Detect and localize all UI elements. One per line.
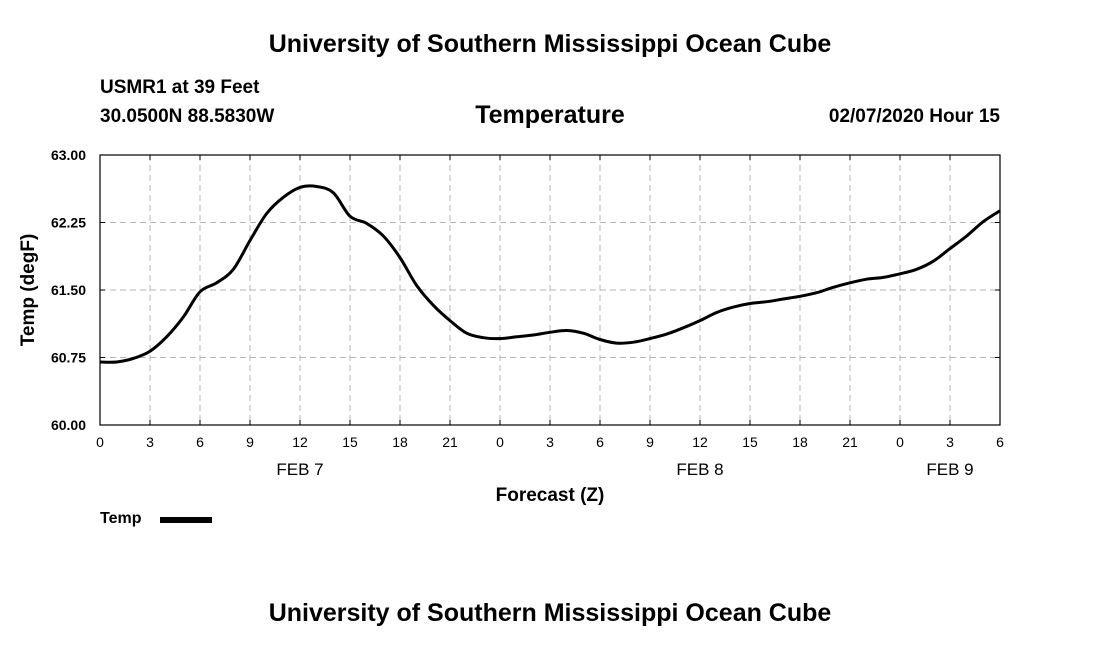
variable-title-text: Temperature (475, 101, 625, 129)
day-label: FEB 8 (676, 460, 723, 479)
footer-title: University of Southern Mississippi Ocean… (268, 599, 832, 627)
x-tick-label: 12 (692, 434, 708, 450)
legend-label: Temp (100, 510, 142, 527)
datetime-label: 02/07/2020 Hour 15 (828, 106, 1000, 127)
label-layer: 0 3 6 9 12 15 18 21 0 3 6 9 12 15 18 21 0 3 6 60.00 60.75 61.… (18, 147, 1004, 506)
x-tick-label: 21 (842, 434, 858, 450)
legend-swatch (160, 517, 212, 523)
chart-title: University of Southern Mississippi Ocean… (268, 30, 832, 58)
x-tick-label: 6 (596, 434, 604, 450)
x-tick-label: 21 (442, 434, 458, 450)
x-tick-label: 3 (946, 434, 954, 450)
y-tick-label: 60.00 (51, 417, 86, 433)
x-tick-label: 15 (742, 434, 758, 450)
x-axis-label: Forecast (Z) (496, 485, 605, 506)
axis-layer (99, 154, 1001, 426)
variable-title: Temperature (0, 101, 1100, 130)
y-axis-label: Temp (degF) (18, 234, 39, 347)
y-tick-label: 63.00 (51, 147, 86, 163)
x-tick-label: 6 (996, 434, 1004, 450)
day-label: FEB 7 (276, 460, 323, 479)
series-layer (99, 184, 1001, 364)
x-tick-label: 18 (792, 434, 808, 450)
x-tick-label: 15 (342, 434, 358, 450)
coordinates-label: 30.0500N 88.5830W (100, 106, 275, 127)
y-tick-label: 60.75 (51, 350, 86, 366)
x-tick-label: 6 (196, 434, 204, 450)
station-label: USMR1 at 39 Feet (100, 77, 260, 98)
x-tick-label: 18 (392, 434, 408, 450)
x-tick-label: 9 (646, 434, 654, 450)
grid-layer (100, 155, 1000, 425)
x-tick-label: 0 (896, 434, 904, 450)
x-tick-label: 0 (96, 434, 104, 450)
x-tick-label: 3 (546, 434, 554, 450)
x-tick-label: 12 (292, 434, 308, 450)
series-line-temp (99, 184, 1001, 364)
x-tick-label: 9 (246, 434, 254, 450)
day-label: FEB 9 (926, 460, 973, 479)
y-tick-label: 61.50 (51, 282, 86, 298)
x-tick-label: 0 (496, 434, 504, 450)
y-tick-label: 62.25 (51, 215, 86, 231)
x-tick-label: 3 (146, 434, 154, 450)
